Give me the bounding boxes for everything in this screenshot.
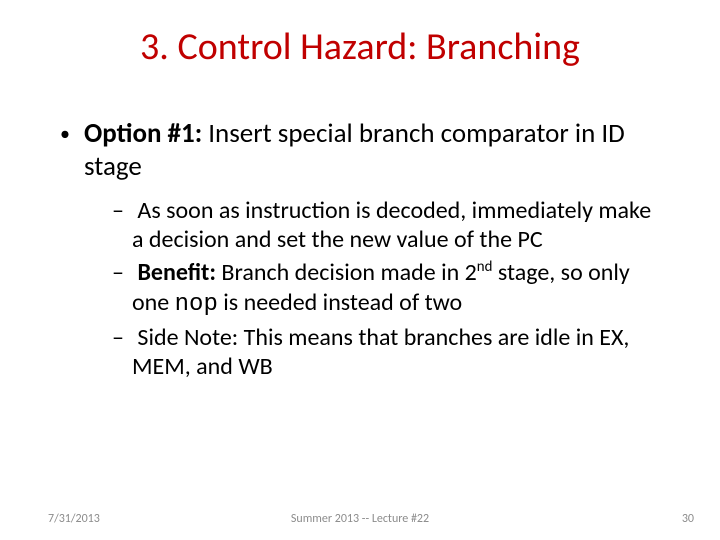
option-label: Option #1: xyxy=(84,117,202,150)
sub-bullet-a-text: As soon as instruction is decoded, immed… xyxy=(132,196,651,254)
benefit-text-1: Branch decision made in 2 xyxy=(216,258,477,287)
slide-body: •Option #1: Insert special branch compar… xyxy=(60,118,660,385)
bullet-dot-icon: • xyxy=(60,122,84,146)
code-nop: nop xyxy=(175,291,218,318)
dash-icon: – xyxy=(112,258,132,287)
dash-icon: – xyxy=(112,196,132,225)
footer-page-number: 30 xyxy=(682,512,694,526)
sub-bullet-a: – As soon as instruction is decoded, imm… xyxy=(112,196,660,255)
sub-bullet-b: – Benefit: Branch decision made in 2nd s… xyxy=(112,258,660,319)
sub-bullet-group: – As soon as instruction is decoded, imm… xyxy=(60,196,660,382)
dash-icon: – xyxy=(112,323,132,352)
sub-bullet-c: – Side Note: This means that branches ar… xyxy=(112,323,660,382)
ordinal-superscript: nd xyxy=(477,257,493,275)
slide: 3. Control Hazard: Branching •Option #1:… xyxy=(0,0,720,540)
footer-lecture: Summer 2013 -- Lecture #22 xyxy=(0,512,720,526)
benefit-text-3: is needed instead of two xyxy=(218,288,462,317)
sub-bullet-c-text: Side Note: This means that branches are … xyxy=(132,323,629,381)
benefit-label: Benefit: xyxy=(137,258,216,287)
bullet-level-1: •Option #1: Insert special branch compar… xyxy=(60,118,660,184)
slide-title: 3. Control Hazard: Branching xyxy=(0,24,720,70)
